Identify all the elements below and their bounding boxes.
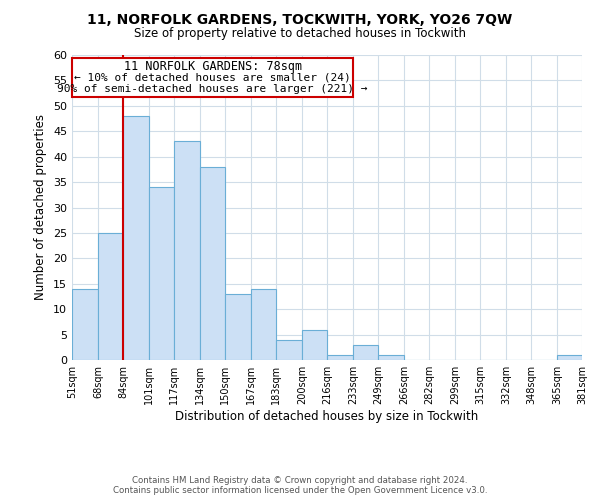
Bar — [276, 340, 302, 360]
Bar — [557, 355, 582, 360]
Text: 11 NORFOLK GARDENS: 78sqm: 11 NORFOLK GARDENS: 78sqm — [124, 60, 302, 73]
Bar — [353, 345, 378, 360]
Text: ← 10% of detached houses are smaller (24): ← 10% of detached houses are smaller (24… — [74, 72, 351, 82]
Text: Size of property relative to detached houses in Tockwith: Size of property relative to detached ho… — [134, 28, 466, 40]
Text: Contains HM Land Registry data © Crown copyright and database right 2024.
Contai: Contains HM Land Registry data © Crown c… — [113, 476, 487, 495]
Bar — [200, 167, 225, 360]
Bar — [302, 330, 327, 360]
Bar — [251, 289, 276, 360]
Bar — [327, 355, 353, 360]
FancyBboxPatch shape — [72, 58, 353, 96]
Y-axis label: Number of detached properties: Number of detached properties — [34, 114, 47, 300]
Bar — [225, 294, 251, 360]
Text: 90% of semi-detached houses are larger (221) →: 90% of semi-detached houses are larger (… — [58, 84, 368, 94]
Bar — [149, 187, 174, 360]
Bar — [123, 116, 149, 360]
X-axis label: Distribution of detached houses by size in Tockwith: Distribution of detached houses by size … — [175, 410, 479, 423]
Text: 11, NORFOLK GARDENS, TOCKWITH, YORK, YO26 7QW: 11, NORFOLK GARDENS, TOCKWITH, YORK, YO2… — [88, 12, 512, 26]
Bar — [98, 233, 123, 360]
Bar — [174, 142, 200, 360]
Bar — [72, 289, 98, 360]
Bar — [378, 355, 404, 360]
